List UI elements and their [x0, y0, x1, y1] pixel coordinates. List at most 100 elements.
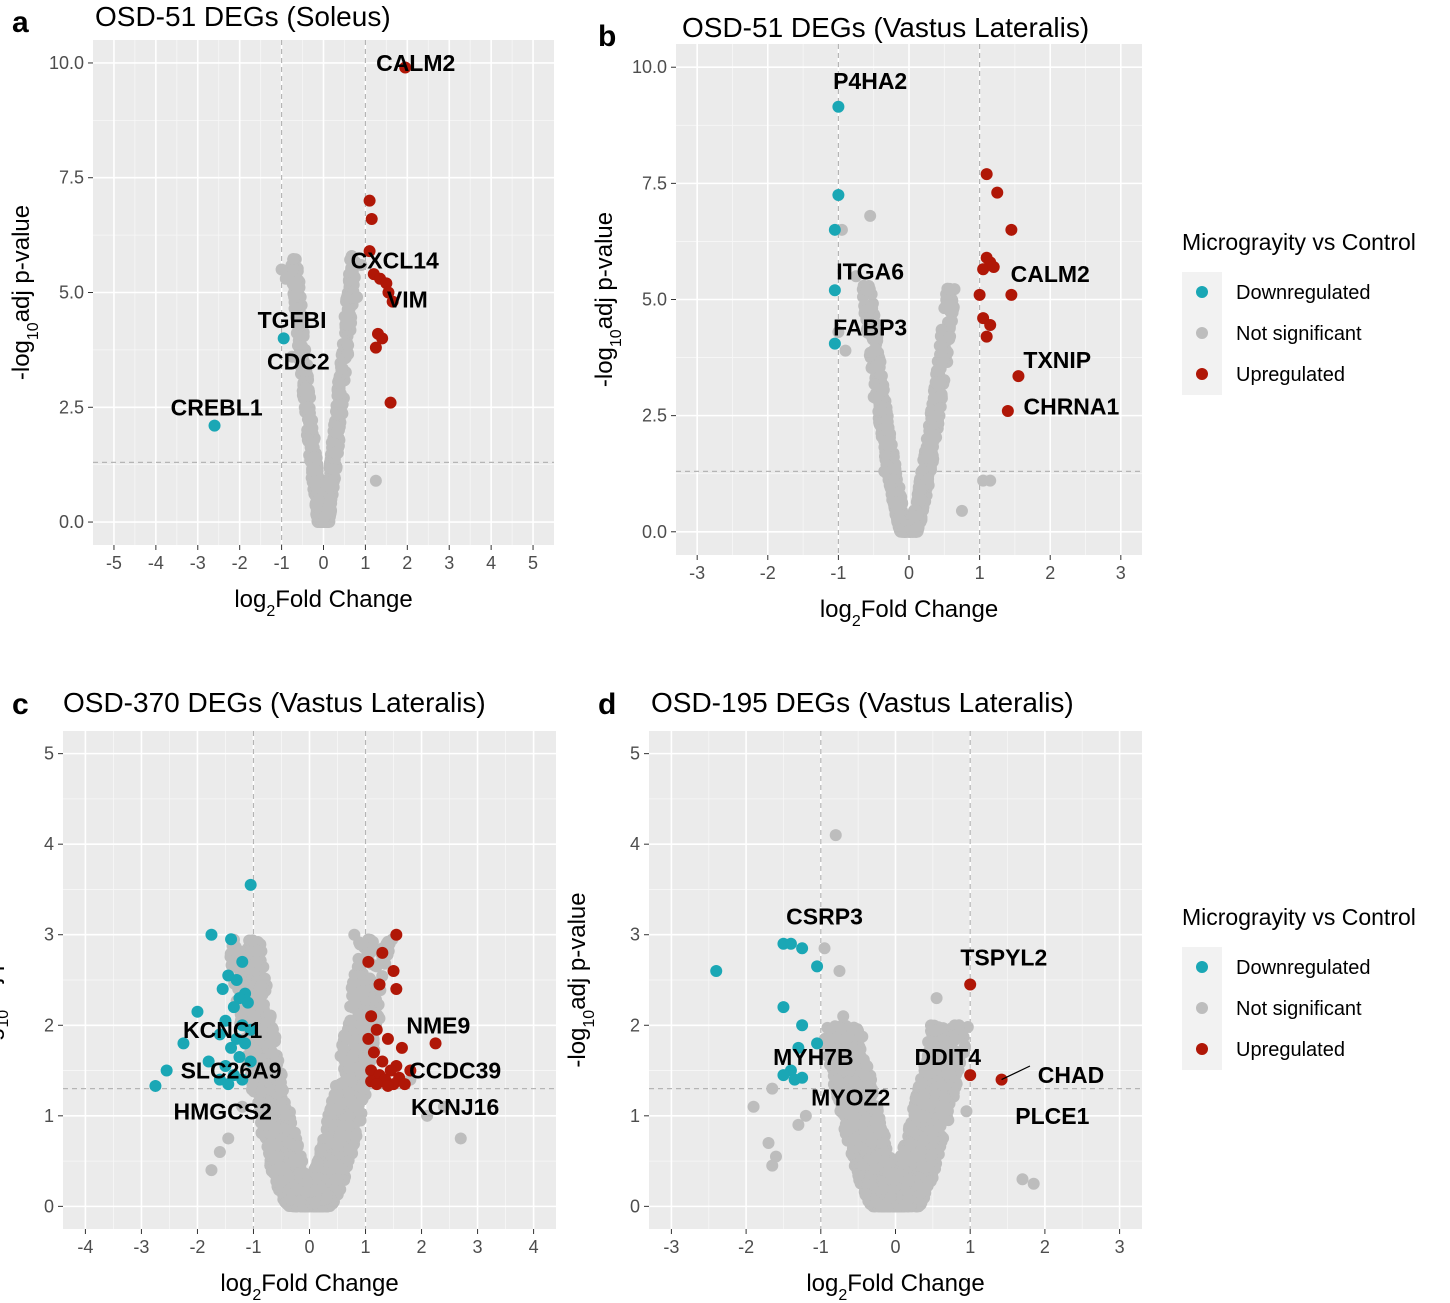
not-significant-point — [327, 437, 340, 450]
not-significant-point — [848, 1055, 861, 1068]
upregulated-point — [984, 319, 997, 332]
not-significant-point — [860, 284, 873, 297]
downregulated-point — [191, 1005, 204, 1018]
legend-top: Micrograyity vs ControlDownregulatedNot … — [1182, 229, 1416, 395]
y-tick-label: 5 — [44, 744, 54, 764]
not-significant-point — [943, 315, 956, 328]
legend-bottom: Micrograyity vs ControlDownregulatedNot … — [1182, 904, 1416, 1070]
not-significant-point — [268, 1124, 281, 1137]
gene-label: SLC26A9 — [181, 1058, 282, 1084]
upregulated-points — [973, 168, 1025, 417]
not-significant-point — [880, 434, 893, 447]
not-significant-point — [305, 437, 318, 450]
not-significant-point — [294, 318, 307, 331]
upregulated-point — [370, 1078, 383, 1091]
not-significant-point — [948, 1033, 961, 1046]
downregulated-point — [710, 964, 723, 977]
not-significant-point — [938, 1092, 951, 1105]
upregulated-points — [964, 978, 1008, 1086]
not-significant-point — [352, 1007, 365, 1020]
not-significant-point — [284, 1193, 297, 1206]
not-significant-point — [357, 1018, 370, 1031]
not-significant-point — [876, 382, 889, 395]
not-significant-point — [310, 1184, 323, 1197]
not-significant-point — [947, 1086, 960, 1099]
panel-title: OSD-51 DEGs (Vastus Lateralis) — [682, 12, 1089, 43]
not-significant-point — [823, 1032, 836, 1045]
not-significant-point — [834, 1022, 847, 1035]
not-significant-point — [869, 360, 882, 373]
not-significant-point — [287, 252, 300, 265]
not-significant-point — [296, 1155, 309, 1168]
not-significant-point — [318, 510, 331, 523]
not-significant-point — [309, 498, 322, 511]
upregulated-point — [964, 978, 977, 991]
not-significant-point — [328, 463, 341, 476]
not-significant-point — [955, 504, 968, 517]
gene-label: NME9 — [406, 1012, 470, 1038]
not-significant-point — [288, 291, 301, 304]
y-tick-label: 4 — [630, 834, 640, 854]
not-significant-point — [847, 1133, 860, 1146]
gene-label: P4HA2 — [833, 68, 907, 94]
not-significant-point — [335, 1097, 348, 1110]
upregulated-point — [376, 1055, 389, 1068]
not-significant-point — [927, 1060, 940, 1073]
not-significant-point — [213, 1146, 226, 1159]
not-significant-point — [884, 1191, 897, 1204]
downregulated-points — [208, 332, 290, 432]
not-significant-point — [286, 350, 299, 363]
panel-letter: b — [598, 20, 616, 53]
downregulated-point — [149, 1079, 162, 1092]
not-significant-point — [898, 1199, 911, 1212]
downregulated-point — [160, 1064, 173, 1077]
upregulated-point — [390, 983, 403, 996]
not-significant-point — [837, 1064, 850, 1077]
not-significant-point — [929, 376, 942, 389]
upregulated-point — [384, 396, 397, 409]
upregulated-point — [365, 213, 378, 226]
y-tick-label: 3 — [44, 925, 54, 945]
upregulated-point — [367, 1046, 380, 1059]
not-significant-point — [255, 979, 268, 992]
downregulated-point — [227, 1001, 240, 1014]
not-significant-point — [766, 1082, 779, 1095]
gene-label: DDIT4 — [915, 1044, 982, 1070]
not-significant-point — [309, 1161, 322, 1174]
not-significant-point — [306, 422, 319, 435]
not-significant-point — [301, 1176, 314, 1189]
not-significant-points — [832, 209, 997, 538]
not-significant-point — [274, 1096, 287, 1109]
not-significant-point — [264, 1010, 277, 1023]
not-significant-point — [941, 1050, 954, 1063]
not-significant-point — [320, 1192, 333, 1205]
panel-b-vastus-lateralis-volcano: -3 -2 -1 0 1 2 30.02.55.07.510.0P4HA2ITGA6FABP… — [591, 12, 1142, 630]
not-significant-point — [299, 1185, 312, 1198]
upregulated-point — [1005, 223, 1018, 236]
not-significant-point — [356, 1082, 369, 1095]
not-significant-point — [263, 1036, 276, 1049]
panel-c-osd370-volcano: -4 -3 -2 -1 0 1 2 3 4012345NME9KCNC1CCDC39SLC26A… — [0, 687, 556, 1303]
not-significant-point — [889, 463, 902, 476]
x-tick-label: -3 — [689, 563, 705, 583]
y-tick-label: 10.0 — [49, 53, 84, 73]
legend-key-ns — [1196, 1002, 1208, 1014]
downregulated-point — [244, 1023, 257, 1036]
x-tick-label: 2 — [417, 1237, 427, 1257]
y-tick-label: 1 — [44, 1106, 54, 1126]
downregulated-point — [239, 1037, 252, 1050]
upregulated-point — [362, 1032, 375, 1045]
y-tick-label: 4 — [44, 834, 54, 854]
upregulated-point — [384, 1064, 397, 1077]
not-significant-point — [937, 352, 950, 365]
not-significant-point — [958, 1041, 971, 1054]
not-significant-point — [832, 326, 845, 339]
not-significant-point — [904, 1154, 917, 1167]
not-significant-point — [875, 1137, 888, 1150]
upregulated-point — [390, 928, 403, 941]
downregulated-point — [796, 1071, 809, 1084]
not-significant-point — [952, 1051, 965, 1064]
y-tick-label: 2 — [44, 1015, 54, 1035]
not-significant-point — [866, 1135, 879, 1148]
upregulated-point — [1005, 288, 1018, 301]
